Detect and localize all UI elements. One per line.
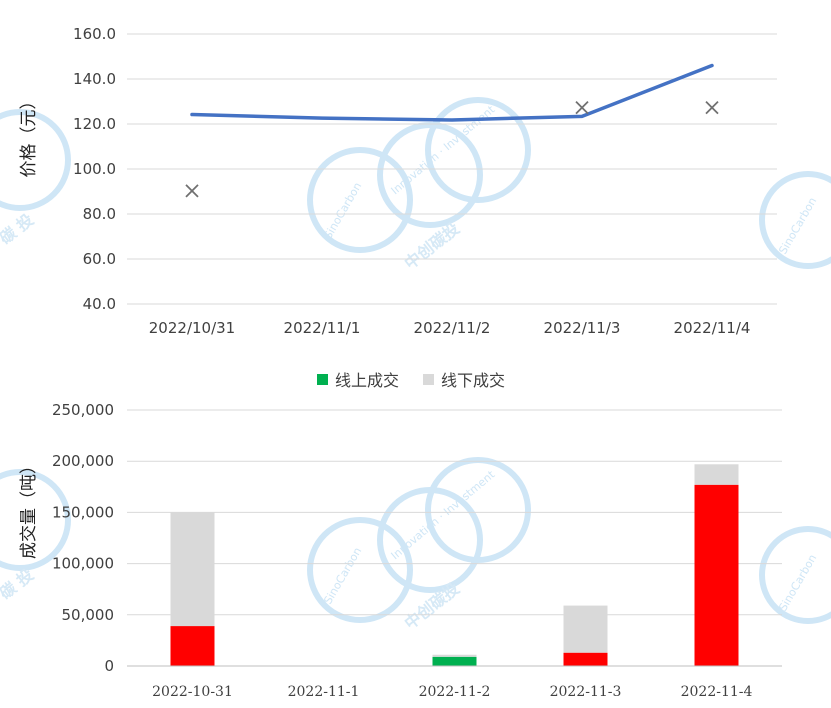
volume-x-tick: 2022-11-1 xyxy=(288,684,360,700)
volume-bars xyxy=(170,464,739,666)
price-x-marker xyxy=(185,184,199,198)
volume-x-tick: 2022-11-3 xyxy=(550,684,622,700)
volume-y-tick-labels: 250,000 200,000 150,000 100,000 50,000 0 xyxy=(52,401,114,675)
price-gridlines xyxy=(127,33,777,305)
volume-x-tick: 2022-11-4 xyxy=(681,684,753,700)
price-y-tick: 160.0 xyxy=(73,25,116,43)
volume-bar-segment xyxy=(170,512,215,627)
volume-bar-segment xyxy=(170,626,215,666)
price-x-marker xyxy=(575,100,589,115)
price-y-tick: 140.0 xyxy=(73,70,116,88)
price-series xyxy=(185,63,719,198)
price-y-axis-label: 价格（元） xyxy=(19,93,39,178)
legend-swatch xyxy=(423,374,434,385)
legend-label: 线下成交 xyxy=(441,371,505,390)
price-y-tick: 40.0 xyxy=(83,295,116,313)
volume-bar-chart: 250,000 200,000 150,000 100,000 50,000 0 2022… xyxy=(19,401,782,700)
price-y-tick: 60.0 xyxy=(83,250,116,268)
price-x-tick: 2022/11/1 xyxy=(284,319,361,337)
volume-y-tick: 100,000 xyxy=(52,555,114,573)
volume-x-tick-labels: 2022-10-31 2022-11-1 2022-11-2 2022-11-3 202… xyxy=(152,684,752,700)
legend-item: 线下成交 xyxy=(423,371,505,390)
volume-bar-segment xyxy=(694,464,739,485)
volume-gridlines xyxy=(127,409,782,616)
volume-x-tick: 2022-11-2 xyxy=(419,684,491,700)
watermark-brand-en: SinoCarbon xyxy=(321,180,364,241)
watermark-fragment-1: 碳 投 xyxy=(0,210,37,248)
price-line-chart: 160.0 140.0 120.0 100.0 80.0 60.0 40.0 2022/10… xyxy=(19,25,777,337)
price-y-tick: 120.0 xyxy=(73,115,116,133)
volume-x-tick: 2022-10-31 xyxy=(152,684,233,700)
volume-y-tick: 200,000 xyxy=(52,452,114,470)
watermark-fragment-2: 碳 投 xyxy=(0,565,37,603)
watermark-brand-en-4: SinoCarbon xyxy=(776,552,819,613)
watermark-brand-en-2: SinoCarbon xyxy=(321,545,364,606)
volume-legend: 线上成交 线下成交 xyxy=(317,371,505,390)
price-x-tick: 2022/11/2 xyxy=(414,319,491,337)
volume-y-tick: 50,000 xyxy=(62,606,115,624)
price-x-tick: 2022/11/4 xyxy=(674,319,751,337)
volume-bar-segment xyxy=(432,656,477,666)
price-x-marker xyxy=(705,100,719,115)
volume-bar-segment xyxy=(563,652,608,666)
volume-y-tick: 150,000 xyxy=(52,503,114,521)
legend-swatch xyxy=(317,374,328,385)
price-y-tick: 100.0 xyxy=(73,160,116,178)
legend-item: 线上成交 xyxy=(317,371,399,390)
volume-bar-segment xyxy=(694,484,739,666)
legend-label: 线上成交 xyxy=(335,371,399,390)
volume-y-tick: 250,000 xyxy=(52,401,114,419)
price-y-tick-labels: 160.0 140.0 120.0 100.0 80.0 60.0 40.0 xyxy=(73,25,116,313)
volume-bar-segment xyxy=(432,654,477,657)
watermark-brand-en-3: SinoCarbon xyxy=(776,195,819,256)
volume-bar-segment xyxy=(563,605,608,653)
price-line-series xyxy=(190,63,714,122)
volume-y-tick: 0 xyxy=(104,657,114,675)
price-x-tick: 2022/11/3 xyxy=(544,319,621,337)
price-y-tick: 80.0 xyxy=(83,205,116,223)
price-x-tick-labels: 2022/10/31 2022/11/1 2022/11/2 2022/11/3 202… xyxy=(149,319,751,337)
volume-y-axis-label: 成交量（吨） xyxy=(19,457,39,559)
price-x-tick: 2022/10/31 xyxy=(149,319,235,337)
